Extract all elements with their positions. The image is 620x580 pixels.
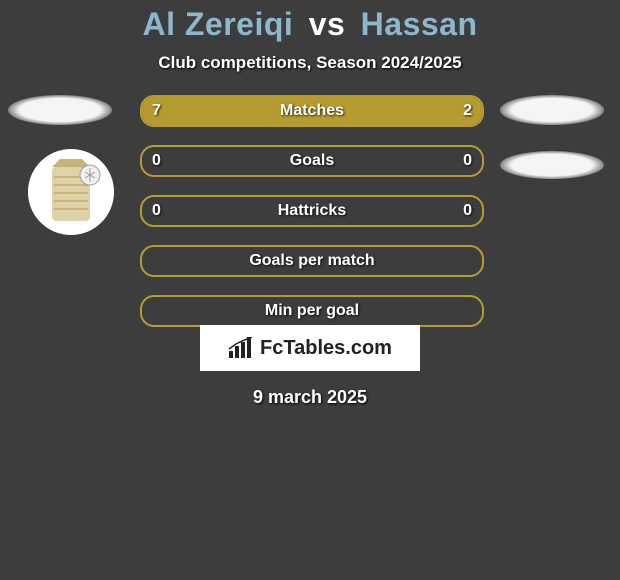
stat-bar-fill-left [142, 97, 407, 125]
stat-bar-label: Min per goal [142, 297, 482, 325]
stat-bar: Min per goal [140, 295, 484, 327]
stat-bars: Matches72Goals00Hattricks00Goals per mat… [140, 95, 480, 345]
stat-bar-value-right: 0 [463, 147, 472, 175]
stat-bar: Goals per match [140, 245, 484, 277]
vs-text: vs [309, 6, 346, 42]
stat-bar: Matches72 [140, 95, 484, 127]
glow-ellipse-top-right [500, 95, 604, 125]
stat-bar-value-left: 0 [152, 197, 161, 225]
comparison-subtitle: Club competitions, Season 2024/2025 [0, 53, 620, 73]
comparison-stage: Matches72Goals00Hattricks00Goals per mat… [0, 73, 620, 553]
stat-bar-fill-right [407, 97, 482, 125]
stat-bar-value-right: 0 [463, 197, 472, 225]
bar-chart-icon [228, 337, 254, 359]
stat-bar-label: Goals [142, 147, 482, 175]
stat-bar-label: Hattricks [142, 197, 482, 225]
player2-name: Hassan [361, 6, 478, 42]
player1-avatar [28, 149, 114, 235]
fctables-badge: FcTables.com [200, 325, 420, 371]
stat-bar: Goals0 0 [140, 145, 484, 177]
player1-name: Al Zereiqi [142, 6, 293, 42]
fctables-badge-text: FcTables.com [260, 337, 392, 360]
comparison-date: 9 march 2025 [0, 387, 620, 408]
stat-bar-label: Goals per match [142, 247, 482, 275]
glow-ellipse-mid-right [500, 151, 604, 179]
placeholder-avatar-icon [28, 149, 114, 235]
stat-bar: Hattricks0 0 [140, 195, 484, 227]
glow-ellipse-top-left [8, 95, 112, 125]
stat-bar-value-left: 0 [152, 147, 161, 175]
page-title: Al Zereiqi vs Hassan [0, 6, 620, 43]
